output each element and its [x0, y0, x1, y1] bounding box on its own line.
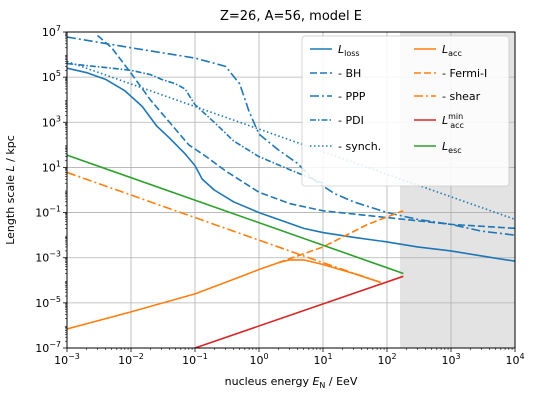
series-line-9 — [67, 154, 404, 275]
y-tick-label: 105 — [42, 69, 61, 84]
y-axis-label-post: / kpc — [4, 135, 17, 165]
legend-label-1: - BH — [338, 67, 361, 80]
legend: Lloss - BH - PPP - PDI - synch. Lacc - Fermi-I… — [301, 35, 510, 187]
legend-label-5: Lacc — [442, 43, 462, 58]
legend-label-3: - PDI — [338, 114, 364, 127]
series-line-7 — [67, 171, 382, 284]
x-tick-label: 103 — [441, 352, 460, 367]
x-tick-label: 100 — [249, 352, 268, 367]
legend-box — [301, 35, 510, 187]
y-axis-label-pre: Length scale — [4, 171, 17, 244]
legend-label-6: - Fermi-I — [442, 67, 487, 80]
legend-label-4: - synch. — [338, 140, 381, 153]
y-tick-label: 101 — [42, 159, 61, 174]
legend-label-8: Lmin acc — [442, 112, 464, 130]
y-tick-label: 10−5 — [35, 295, 61, 310]
x-tick-label: 10−3 — [54, 352, 80, 367]
x-axis-label-pre: nucleus energy — [225, 375, 313, 388]
x-axis-label: nucleus energy EN / EeV — [225, 375, 358, 390]
series-line-3 — [67, 62, 324, 184]
x-tick-label: 10−2 — [118, 352, 144, 367]
series-line-1 — [97, 34, 515, 230]
y-axis-label: Length scale L / kpc — [4, 135, 17, 245]
y-tick-label: 10−7 — [35, 340, 61, 355]
x-tick-label: 102 — [377, 352, 396, 367]
series-line-8 — [194, 275, 404, 348]
y-tick-label: 10−1 — [35, 205, 61, 220]
x-axis-label-post: / EeV — [325, 375, 357, 388]
legend-label-7: - shear — [442, 90, 481, 103]
plot-frame — [66, 31, 516, 349]
y-tick-label: 103 — [42, 114, 61, 129]
y-tick-label: 107 — [42, 24, 61, 39]
legend-label-9: Lesc — [442, 140, 462, 155]
legend-label-0: Lloss — [338, 43, 360, 58]
series-line-0 — [67, 67, 515, 263]
x-tick-label: 10−1 — [182, 352, 208, 367]
y-axis-label-var: L — [4, 165, 17, 171]
series-line-6 — [278, 210, 404, 264]
y-tick-label: 10−3 — [35, 250, 61, 265]
x-axis-label-var: E — [312, 375, 319, 388]
legend-label-2: - PPP — [338, 90, 366, 103]
x-axis-label-sub: N — [319, 381, 325, 390]
x-tick-label: 101 — [313, 352, 332, 367]
chart-title: Z=26, A=56, model E — [220, 9, 362, 24]
x-tick-label: 104 — [505, 352, 524, 367]
